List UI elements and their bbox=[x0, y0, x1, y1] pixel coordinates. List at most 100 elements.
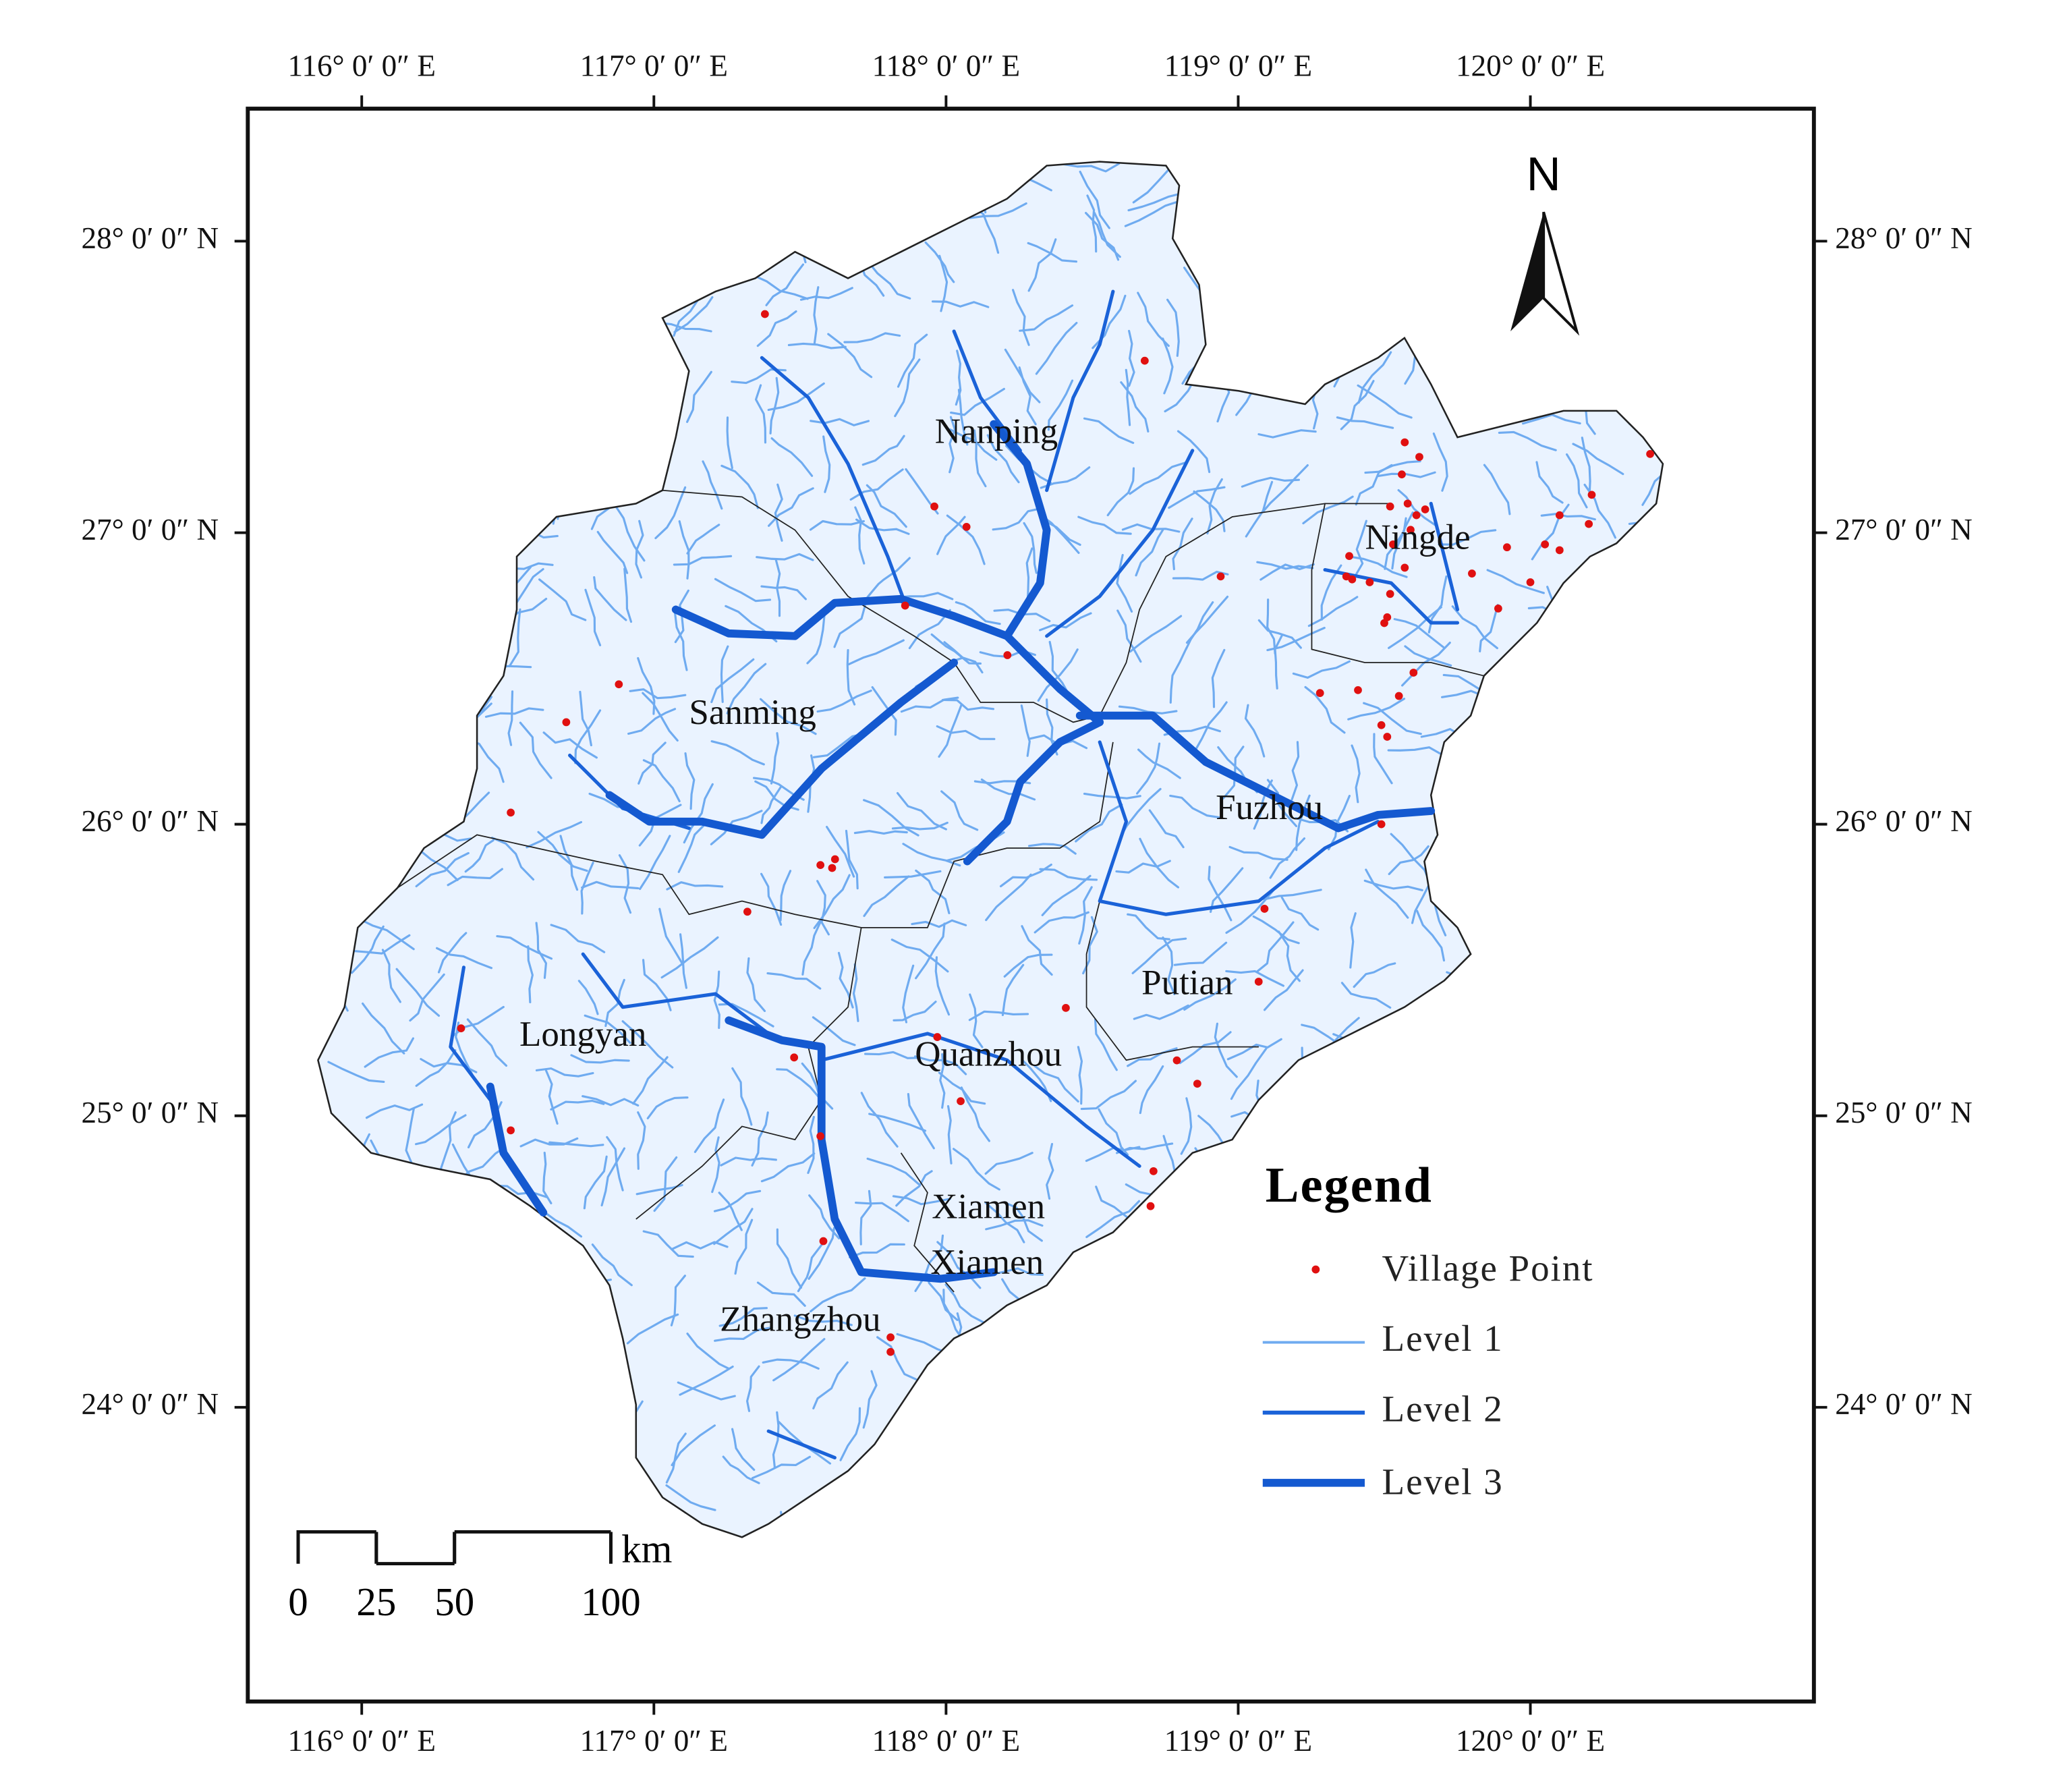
village-point bbox=[1394, 692, 1403, 700]
village-point bbox=[828, 864, 837, 872]
level1-river bbox=[1340, 982, 1392, 1009]
level1-river bbox=[1206, 478, 1223, 535]
level1-river bbox=[948, 416, 957, 474]
level1-river bbox=[986, 434, 1020, 484]
level1-river bbox=[1078, 886, 1093, 945]
level1-river bbox=[1210, 867, 1244, 914]
level1-river bbox=[639, 835, 671, 891]
level1-river bbox=[1046, 1143, 1054, 1200]
level1-river bbox=[1565, 453, 1588, 509]
village-point bbox=[1585, 520, 1593, 528]
village-point bbox=[1541, 540, 1550, 549]
village-point bbox=[901, 601, 909, 610]
village-point bbox=[1354, 685, 1362, 694]
level1-river bbox=[1253, 779, 1273, 830]
village-point bbox=[816, 861, 825, 870]
scale-label: 100 bbox=[581, 1579, 640, 1624]
level1-river bbox=[1266, 598, 1276, 655]
level1-river bbox=[580, 862, 594, 915]
village-point bbox=[1403, 499, 1412, 508]
level1-river bbox=[988, 1267, 1044, 1277]
level1-river bbox=[931, 300, 990, 308]
level1-river bbox=[1351, 744, 1361, 804]
level1-river bbox=[1011, 289, 1030, 346]
level1-river bbox=[1034, 911, 1089, 934]
level1-river bbox=[751, 273, 809, 300]
village-point bbox=[1140, 356, 1149, 365]
level1-river bbox=[665, 1484, 716, 1511]
city-boundaries bbox=[397, 489, 1484, 1293]
level1-river bbox=[915, 869, 951, 915]
level1-river bbox=[762, 1358, 820, 1370]
level1-river bbox=[1115, 860, 1171, 874]
level1-river bbox=[1172, 517, 1193, 571]
level1-river bbox=[890, 939, 949, 973]
village-point bbox=[1412, 511, 1421, 520]
level1-river bbox=[1336, 416, 1394, 429]
level1-river bbox=[854, 506, 866, 565]
level1-river bbox=[801, 920, 822, 976]
level1-river bbox=[847, 639, 905, 666]
level1-river bbox=[936, 725, 996, 740]
village-point bbox=[1003, 651, 1012, 659]
level1-river bbox=[1292, 660, 1351, 679]
level1-river bbox=[1451, 605, 1498, 650]
village-point bbox=[1146, 1202, 1155, 1210]
level1-river bbox=[770, 437, 814, 477]
lon-tick-label: 119° 0′ 0″ E bbox=[1164, 1724, 1312, 1758]
level1-river bbox=[1535, 461, 1564, 504]
level1-river bbox=[876, 1336, 917, 1380]
level1-river bbox=[806, 614, 826, 665]
village-point bbox=[1172, 1056, 1181, 1065]
level1-river bbox=[941, 698, 995, 711]
lon-tick-label: 118° 0′ 0″ E bbox=[872, 1724, 1020, 1758]
level1-river bbox=[1388, 845, 1429, 876]
village-point bbox=[886, 1347, 895, 1356]
level1-river bbox=[582, 1095, 640, 1107]
level1-river bbox=[1241, 476, 1300, 488]
level1-river bbox=[1001, 963, 1025, 1017]
village-point bbox=[930, 502, 938, 511]
level1-river bbox=[693, 1098, 725, 1153]
level1-river bbox=[1540, 513, 1596, 521]
level1-river bbox=[677, 823, 706, 873]
level1-river bbox=[519, 721, 553, 779]
level1-river bbox=[1302, 495, 1354, 525]
level1-river bbox=[772, 1411, 780, 1469]
village-point bbox=[507, 1126, 515, 1135]
level1-river bbox=[855, 1202, 909, 1223]
village-point bbox=[790, 1053, 799, 1062]
level1-river bbox=[395, 968, 441, 1017]
level1-river bbox=[827, 333, 873, 379]
level1-river bbox=[584, 588, 602, 646]
level1-river bbox=[702, 460, 723, 510]
level1-river bbox=[984, 1152, 1034, 1175]
village-point bbox=[962, 523, 971, 531]
level1-river bbox=[591, 1243, 633, 1287]
level1-river bbox=[637, 1111, 646, 1170]
village-point bbox=[1494, 605, 1502, 613]
level1-river bbox=[859, 1189, 872, 1245]
level1-river bbox=[527, 945, 534, 1003]
level1-river bbox=[1214, 1022, 1238, 1078]
level1-river bbox=[720, 464, 759, 509]
level1-river bbox=[774, 483, 783, 542]
level1-river bbox=[409, 973, 445, 1022]
level1-river bbox=[1106, 467, 1135, 517]
village-point bbox=[1400, 438, 1409, 447]
level1-river bbox=[745, 1365, 760, 1412]
level1-river bbox=[902, 843, 961, 867]
level1-river bbox=[797, 1242, 824, 1293]
level1-river bbox=[1129, 461, 1187, 495]
level1-river bbox=[618, 854, 632, 914]
level1-river bbox=[942, 1289, 965, 1342]
level1-river bbox=[519, 1137, 579, 1148]
level1-river bbox=[1641, 462, 1663, 506]
level1-river bbox=[666, 881, 724, 891]
level1-river bbox=[718, 1307, 768, 1327]
level1-river bbox=[1116, 553, 1133, 613]
village-point bbox=[1348, 575, 1357, 584]
level1-river bbox=[1354, 520, 1367, 577]
level1-river bbox=[1135, 529, 1164, 577]
